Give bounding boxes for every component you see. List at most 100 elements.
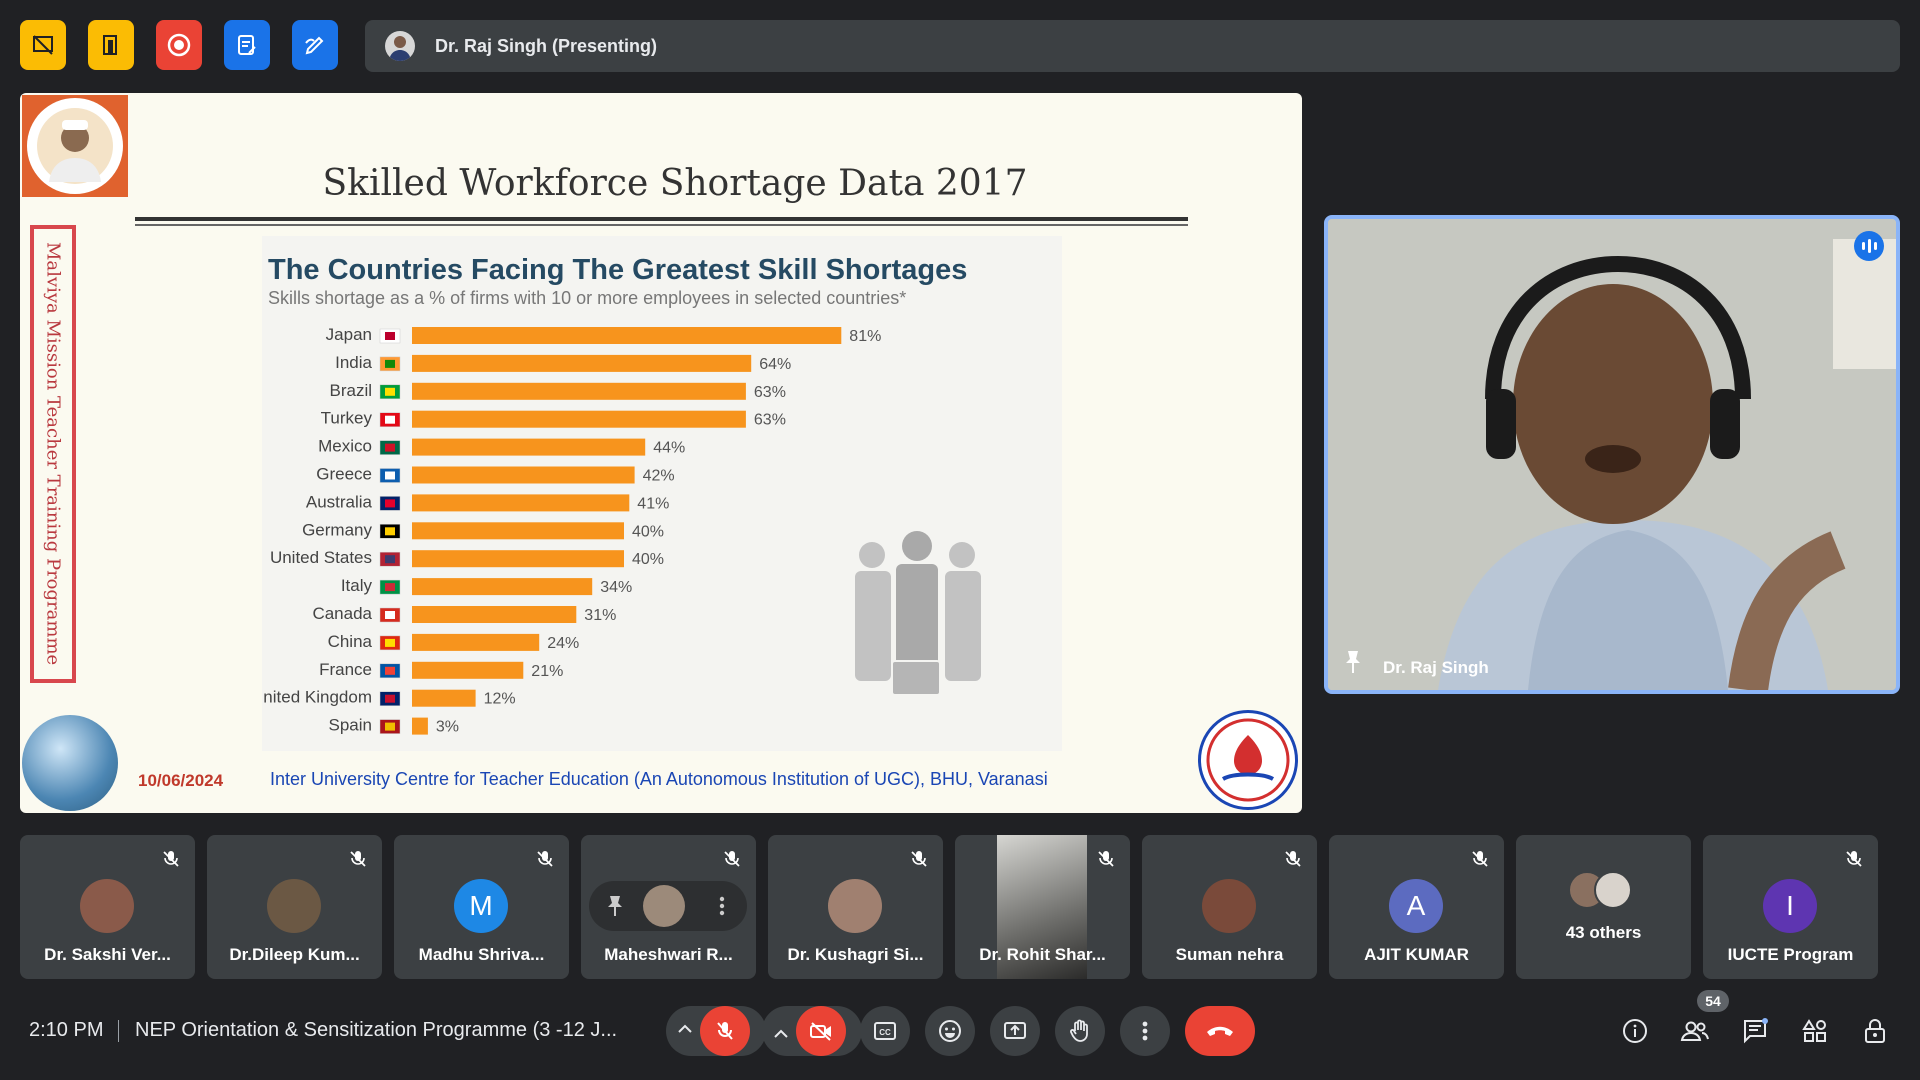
category-label: France [319,660,372,679]
participant-tile[interactable]: A AJIT KUMAR [1329,835,1504,979]
mic-off-icon [161,849,181,874]
chat-icon [1744,1018,1768,1044]
host-controls-button[interactable] [1856,1012,1894,1050]
category-label: China [328,632,373,651]
pin-icon[interactable] [607,895,623,922]
audio-controls [666,1006,766,1056]
present-screen-icon [1004,1022,1026,1039]
captions-button[interactable]: CC [860,1006,910,1056]
participant-name: Madhu Shriva... [418,945,545,964]
participant-tile[interactable]: Maheshwari R... [581,835,756,979]
more-options-button[interactable] [1120,1006,1170,1056]
others-tile[interactable]: 43 others [1516,835,1691,979]
bar-chart: The Countries Facing The Greatest Skill … [262,236,1062,751]
category-label: Brazil [329,381,372,400]
captions-icon: CC [874,1022,896,1040]
bar [412,354,752,372]
speaker-name: Dr. Raj Singh [1383,658,1489,677]
participant-tile[interactable]: M Madhu Shriva... [394,835,569,979]
country-flag-mark [385,499,395,508]
hand-icon [1070,1019,1088,1042]
door-exit-icon[interactable] [88,20,134,70]
category-label: Italy [341,576,373,595]
avatar: M [454,879,508,933]
data-label: 63% [754,384,786,401]
participant-name: Maheshwari R... [604,945,733,964]
category-label: Australia [306,492,373,511]
chart-plot: Japan 81% India 64% Brazil 63% Turkey 63% Mexico… [262,325,981,736]
meeting-info-button[interactable] [1616,1012,1654,1050]
more-options-icon[interactable] [719,895,725,922]
activities-button[interactable] [1796,1012,1834,1050]
participant-tile[interactable]: Suman nehra [1142,835,1317,979]
bar [412,522,624,540]
people-icon [1680,1021,1709,1041]
country-flag-mark [385,666,395,675]
camera-off-icon [810,1022,831,1041]
iucte-logo [1198,710,1298,810]
bar [412,438,646,456]
country-flag-mark [385,527,395,536]
participant-tile[interactable]: I IUCTE Program [1703,835,1878,979]
camera-toggle-button[interactable] [796,1006,846,1056]
bar [412,410,746,428]
mic-off-icon [348,849,368,874]
category-label: Turkey [321,409,373,428]
others-count: 43 others [1565,923,1642,942]
category-label: Spain [329,716,372,735]
bar [412,494,630,512]
category-label: India [335,353,372,372]
avatar [1594,871,1632,909]
globe-image [22,715,118,811]
data-label: 31% [584,607,616,624]
mic-off-icon [717,1022,733,1040]
data-label: 12% [484,691,516,708]
avatar [267,879,321,933]
avatar: A [1389,879,1443,933]
top-toolbar [20,20,338,70]
data-label: 40% [632,551,664,568]
bar [412,689,476,707]
speaker-video[interactable]: Dr. Raj Singh [1324,215,1900,694]
country-flag-mark [385,387,395,396]
mic-off-icon [535,849,555,874]
chevron-up-icon[interactable] [678,1021,692,1039]
bar [412,327,842,344]
more-vert-icon [1142,1021,1148,1041]
notes-icon[interactable] [224,20,270,70]
present-button[interactable] [990,1006,1040,1056]
participant-tile[interactable]: Dr. Rohit Shar... [955,835,1130,979]
presentation-slide: Skilled Workforce Shortage Data 2017 Mal… [20,93,1302,813]
whiteboard-off-icon[interactable] [20,20,66,70]
people-button[interactable] [1676,1012,1714,1050]
bar [412,606,577,623]
mic-off-icon [1096,849,1116,874]
presenting-bar[interactable]: Dr. Raj Singh (Presenting) [365,20,1900,72]
country-flag-mark [385,415,395,424]
avatar [643,885,685,927]
raise-hand-button[interactable] [1055,1006,1105,1056]
category-label: Germany [302,520,372,539]
participant-name: IUCTE Program [1727,945,1854,964]
participant-tile[interactable]: Dr. Kushagri Si... [768,835,943,979]
participant-tile[interactable]: Dr.Dileep Kum... [207,835,382,979]
bar [412,382,746,400]
mic-toggle-button[interactable] [700,1006,750,1056]
pin-icon[interactable] [1342,649,1364,680]
record-icon[interactable] [156,20,202,70]
data-label: 24% [547,635,579,652]
country-flag-mark [385,611,395,619]
data-label: 42% [643,468,675,485]
participant-tile[interactable]: Dr. Sakshi Ver... [20,835,195,979]
chat-button[interactable] [1736,1012,1774,1050]
annotate-icon[interactable] [292,20,338,70]
bar [412,717,428,735]
avatar [1202,879,1256,933]
participant-name: Dr. Sakshi Ver... [44,945,171,964]
participant-name: Dr.Dileep Kum... [229,945,360,964]
leave-call-button[interactable] [1185,1006,1255,1056]
chevron-up-icon[interactable] [774,1026,788,1044]
info-icon [1623,1019,1647,1043]
slide-footer: Inter University Centre for Teacher Educ… [270,769,1048,789]
reactions-button[interactable] [925,1006,975,1056]
